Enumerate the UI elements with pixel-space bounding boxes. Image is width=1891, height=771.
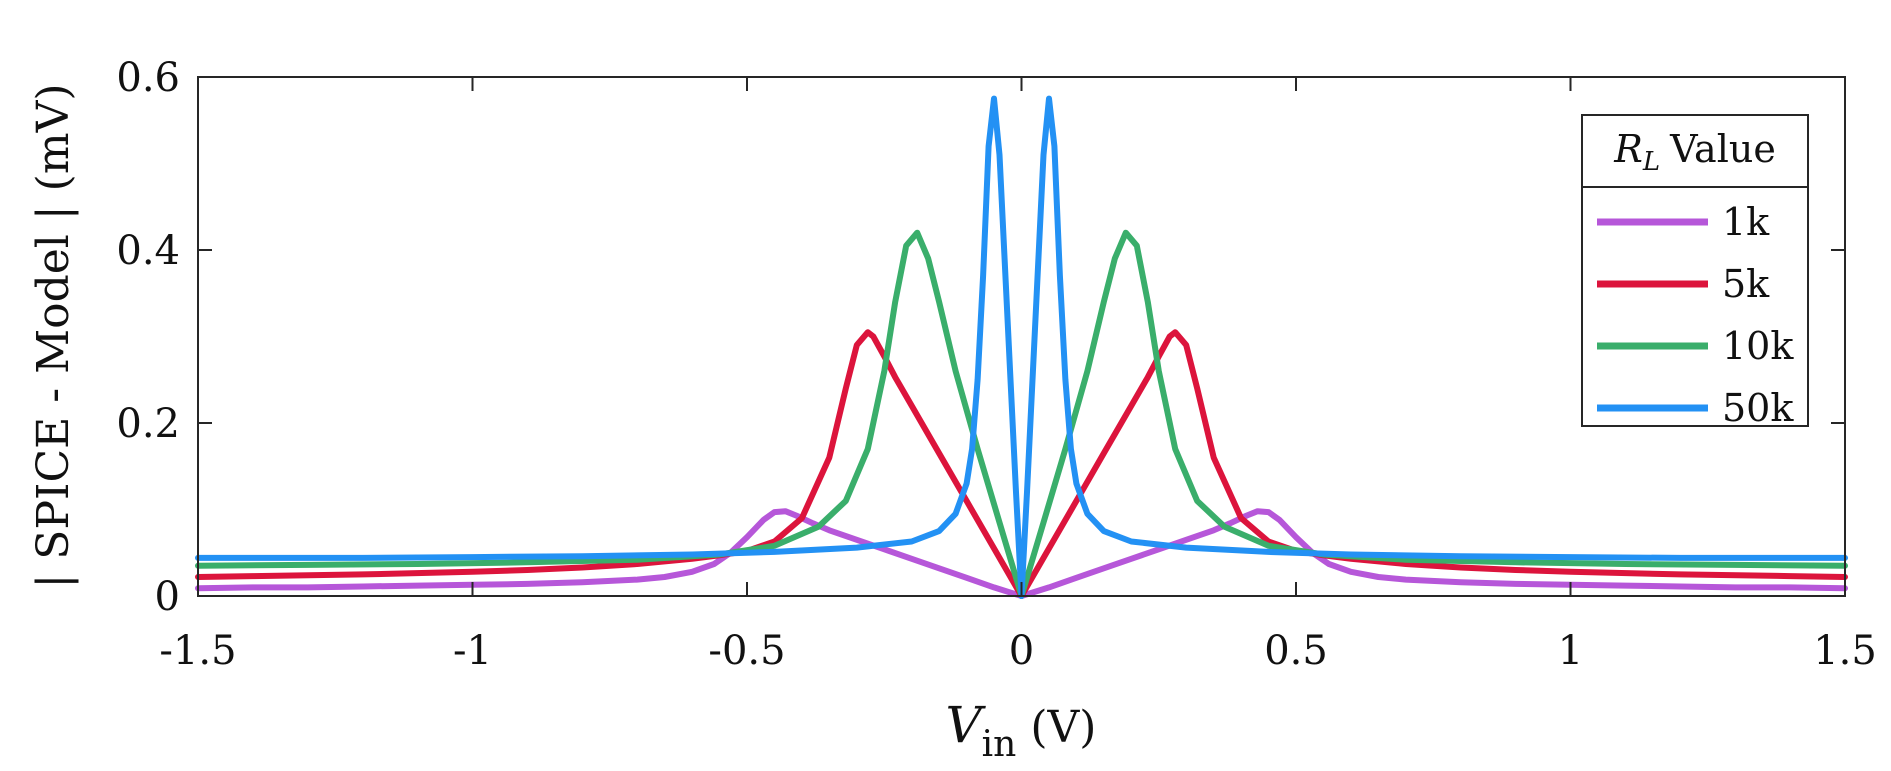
x-axis-label: Vin (V) [946,696,1097,765]
x-tick-label: 0.5 [1264,628,1328,674]
x-axis: -1.5 -1 -0.5 0 0.5 1 1.5 [159,77,1877,674]
y-tick-label: 0.2 [116,401,180,447]
y-axis-label: | SPICE - Model | (mV) [28,83,79,588]
x-axis-label-unit: (V) [1030,702,1096,753]
y-axis: 0 0.2 0.4 0.6 [116,55,1845,620]
y-tick-label: 0 [155,574,180,620]
legend-title-subscript: L [1642,147,1660,177]
legend-label: 1k [1722,200,1770,244]
x-axis-label-symbol: V [946,696,987,754]
legend-label: 5k [1722,262,1770,306]
legend-title: RL Value [1613,127,1776,177]
legend-label: 50k [1722,386,1794,430]
x-tick-label: 1.5 [1813,628,1877,674]
legend-label: 10k [1722,324,1794,368]
y-tick-label: 0.6 [116,55,180,101]
legend-entry-1k: 1k [1597,200,1770,244]
plot-frame [197,76,1846,597]
legend-entries: 1k 5k 10k 50k [1597,200,1794,430]
legend: RL Value 1k 5k 10k 50k [1581,114,1809,430]
x-tick-label: 0 [1009,628,1034,674]
plot-area [197,76,1846,597]
x-tick-label: 1 [1558,628,1583,674]
legend-title-symbol: R [1613,127,1643,171]
x-axis-label-subscript: in [982,724,1017,765]
legend-box [1581,114,1809,427]
legend-title-text: Value [1669,127,1776,171]
legend-entry-10k: 10k [1597,324,1794,368]
legend-entry-5k: 5k [1597,262,1770,306]
legend-entry-50k: 50k [1597,386,1794,430]
y-tick-label: 0.4 [116,228,180,274]
x-tick-label: -0.5 [708,628,785,674]
x-tick-label: -1 [453,628,492,674]
x-tick-label: -1.5 [159,628,236,674]
